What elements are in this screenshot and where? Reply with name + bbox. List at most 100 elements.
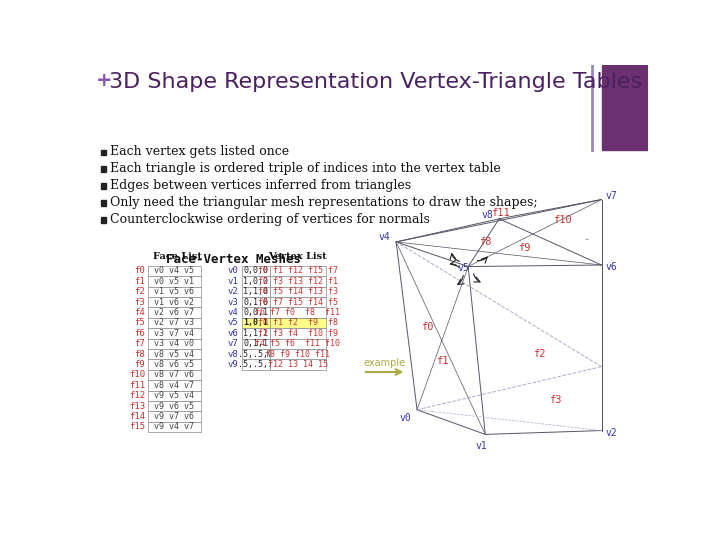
Text: 1,0,0: 1,0,0 bbox=[243, 277, 269, 286]
Text: 3D Shape Representation Vertex-Triangle Tables: 3D Shape Representation Vertex-Triangle … bbox=[109, 72, 642, 92]
Text: v6: v6 bbox=[228, 329, 239, 338]
Text: v0: v0 bbox=[228, 266, 239, 275]
Bar bbox=[270, 287, 325, 297]
Text: v3 v7 v4: v3 v7 v4 bbox=[155, 329, 194, 338]
Text: f2 f3 f13 f12 f1: f2 f3 f13 f12 f1 bbox=[258, 277, 338, 286]
Text: f0 f1 f12 f15 f7: f0 f1 f12 f15 f7 bbox=[258, 266, 338, 275]
Bar bbox=[242, 349, 270, 359]
Bar bbox=[242, 318, 270, 328]
Text: f2 f3 f4  f10 f9: f2 f3 f4 f10 f9 bbox=[258, 329, 338, 338]
Text: f9: f9 bbox=[134, 360, 145, 369]
Bar bbox=[101, 184, 107, 189]
Text: f4 f5 f6  f11 f10: f4 f5 f6 f11 f10 bbox=[255, 339, 341, 348]
Text: f12 13 14 15: f12 13 14 15 bbox=[268, 360, 328, 369]
Text: Counterclockwise ordering of vertices for normals: Counterclockwise ordering of vertices fo… bbox=[110, 213, 430, 226]
Text: 0,0,0: 0,0,0 bbox=[243, 266, 269, 275]
Bar bbox=[270, 339, 325, 349]
Text: 1,1,1: 1,1,1 bbox=[243, 329, 269, 338]
Bar bbox=[270, 328, 325, 339]
Text: +: + bbox=[96, 71, 113, 90]
Bar bbox=[270, 349, 325, 359]
Text: Each vertex gets listed once: Each vertex gets listed once bbox=[110, 145, 289, 158]
Bar bbox=[270, 318, 325, 328]
Text: f15: f15 bbox=[129, 422, 145, 431]
Text: -: - bbox=[585, 234, 588, 244]
Text: v7: v7 bbox=[606, 191, 617, 201]
Text: f3: f3 bbox=[134, 298, 145, 307]
Text: v6: v6 bbox=[606, 261, 617, 272]
Text: Only need the triangular mesh representations to draw the shapes;: Only need the triangular mesh representa… bbox=[110, 196, 538, 209]
Bar bbox=[270, 307, 325, 318]
Text: f6: f6 bbox=[134, 329, 145, 338]
Text: f6 f7 f15 f14 f5: f6 f7 f15 f14 f5 bbox=[258, 298, 338, 307]
Text: f1: f1 bbox=[436, 356, 449, 366]
Text: f5: f5 bbox=[134, 319, 145, 327]
Text: example: example bbox=[364, 358, 405, 368]
Bar bbox=[601, 65, 648, 150]
Bar bbox=[101, 166, 107, 172]
Text: v8 v5 v4: v8 v5 v4 bbox=[155, 349, 194, 359]
Bar bbox=[148, 297, 201, 307]
Bar bbox=[101, 217, 107, 222]
Text: .5,.5,0: .5,.5,0 bbox=[238, 349, 274, 359]
Bar bbox=[148, 411, 201, 422]
Text: Edges between vertices inferred from triangles: Edges between vertices inferred from tri… bbox=[110, 179, 411, 192]
Text: v0: v0 bbox=[400, 413, 412, 423]
Text: v2 v7 v3: v2 v7 v3 bbox=[155, 319, 194, 327]
Text: v8: v8 bbox=[481, 210, 493, 220]
Text: v8 v7 v6: v8 v7 v6 bbox=[155, 370, 194, 380]
Text: v0 v4 v5: v0 v4 v5 bbox=[155, 266, 194, 275]
Text: v1 v6 v2: v1 v6 v2 bbox=[155, 298, 194, 307]
Text: v2 v6 v7: v2 v6 v7 bbox=[155, 308, 194, 317]
Text: v5: v5 bbox=[228, 319, 239, 327]
Text: 1,0,1: 1,0,1 bbox=[243, 319, 269, 327]
Text: v0 v5 v1: v0 v5 v1 bbox=[155, 277, 194, 286]
Text: Face-Vertex Meshes: Face-Vertex Meshes bbox=[166, 253, 301, 266]
Text: Vertex List: Vertex List bbox=[268, 252, 326, 261]
Bar bbox=[148, 401, 201, 411]
Bar bbox=[101, 150, 107, 155]
Text: f3: f3 bbox=[549, 395, 562, 405]
Text: v4: v4 bbox=[379, 232, 391, 242]
Bar bbox=[270, 359, 325, 370]
Text: f14: f14 bbox=[129, 412, 145, 421]
Text: v3 v4 v0: v3 v4 v0 bbox=[155, 339, 194, 348]
Text: 0,1,1: 0,1,1 bbox=[243, 339, 269, 348]
Text: f2: f2 bbox=[134, 287, 145, 296]
Text: v5: v5 bbox=[458, 262, 469, 273]
Text: v1 v5 v6: v1 v5 v6 bbox=[155, 287, 194, 296]
Text: v2: v2 bbox=[228, 287, 239, 296]
Bar bbox=[148, 287, 201, 297]
Text: f4 f5 f14 f13 f3: f4 f5 f14 f13 f3 bbox=[258, 287, 338, 296]
Text: v2: v2 bbox=[606, 428, 617, 438]
Bar bbox=[242, 276, 270, 287]
Bar bbox=[148, 370, 201, 380]
Text: v9 v4 v7: v9 v4 v7 bbox=[155, 422, 194, 431]
Text: f8: f8 bbox=[479, 237, 492, 247]
Bar bbox=[101, 200, 107, 206]
Text: v9 v6 v5: v9 v6 v5 bbox=[155, 402, 194, 410]
Text: f10: f10 bbox=[554, 215, 572, 225]
Text: f4: f4 bbox=[134, 308, 145, 317]
Text: v9: v9 bbox=[228, 360, 239, 369]
Text: v1: v1 bbox=[475, 441, 487, 450]
Text: v8 v6 v5: v8 v6 v5 bbox=[155, 360, 194, 369]
Text: f0 f1 f2  f9  f8: f0 f1 f2 f9 f8 bbox=[258, 319, 338, 327]
Text: f8 f9 f10 f11: f8 f9 f10 f11 bbox=[265, 349, 330, 359]
Bar bbox=[242, 339, 270, 349]
Text: 0,0,1: 0,0,1 bbox=[243, 308, 269, 317]
Bar bbox=[270, 297, 325, 307]
Text: v7: v7 bbox=[228, 339, 239, 348]
Text: f9: f9 bbox=[518, 243, 530, 253]
Bar bbox=[148, 318, 201, 328]
Bar bbox=[148, 349, 201, 359]
Text: 1,1,0: 1,1,0 bbox=[243, 287, 269, 296]
Bar bbox=[270, 266, 325, 276]
Text: f6 f7 f0  f8  f11: f6 f7 f0 f8 f11 bbox=[255, 308, 341, 317]
Bar bbox=[242, 266, 270, 276]
Text: f2: f2 bbox=[534, 348, 546, 359]
Bar bbox=[148, 328, 201, 339]
Text: f13: f13 bbox=[129, 402, 145, 410]
Text: Face List: Face List bbox=[153, 252, 202, 261]
Bar bbox=[148, 390, 201, 401]
